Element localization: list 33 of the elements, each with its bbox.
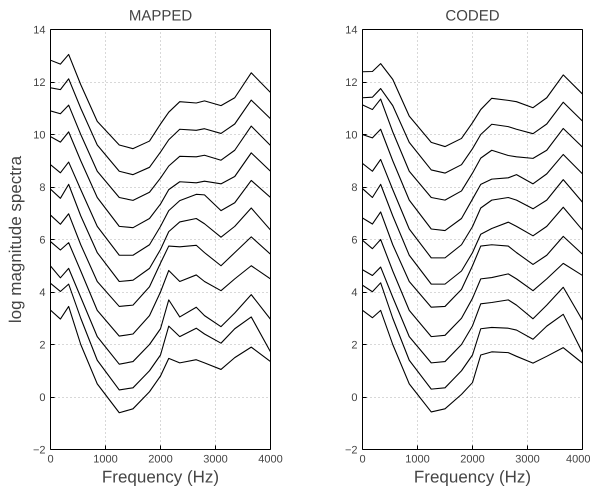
x-tick-label: 1000 (405, 454, 430, 466)
y-tick-label: 12 (33, 77, 46, 89)
y-axis-title: log magnitude spectra (6, 155, 25, 324)
y-tick-label: 10 (33, 130, 46, 142)
y-tick-label: 14 (33, 24, 46, 36)
y-tick-label: 10 (345, 130, 358, 142)
y-tick-label: 8 (351, 182, 358, 194)
y-tick-label: 2 (351, 340, 358, 352)
chart-title: MAPPED (128, 8, 192, 24)
x-tick-label: 2000 (148, 454, 173, 466)
y-tick-label: −2 (32, 444, 46, 456)
y-tick-label: −2 (344, 444, 358, 456)
x-axis-title: Frequency (Hz) (102, 468, 220, 486)
x-tick-label: 4000 (566, 454, 591, 466)
y-tick-label: 6 (39, 234, 46, 246)
y-tick-label: 2 (39, 340, 46, 352)
x-tick-label: 0 (359, 454, 366, 466)
y-tick-label: 14 (345, 24, 358, 36)
y-tick-label: 4 (39, 287, 46, 299)
x-tick-label: 3000 (203, 454, 228, 466)
x-axis-title: Frequency (Hz) (414, 468, 532, 486)
x-tick-label: 2000 (460, 454, 485, 466)
y-tick-label: 6 (351, 234, 358, 246)
chart-title: CODED (445, 8, 500, 24)
y-tick-label: 0 (39, 392, 46, 404)
x-tick-label: 3000 (515, 454, 540, 466)
x-tick-label: 4000 (258, 454, 283, 466)
y-tick-label: 0 (351, 392, 358, 404)
y-tick-label: 4 (351, 287, 358, 299)
x-tick-label: 1000 (93, 454, 118, 466)
y-tick-label: 8 (39, 182, 46, 194)
x-tick-label: 0 (47, 454, 54, 466)
y-tick-label: 12 (345, 77, 358, 89)
